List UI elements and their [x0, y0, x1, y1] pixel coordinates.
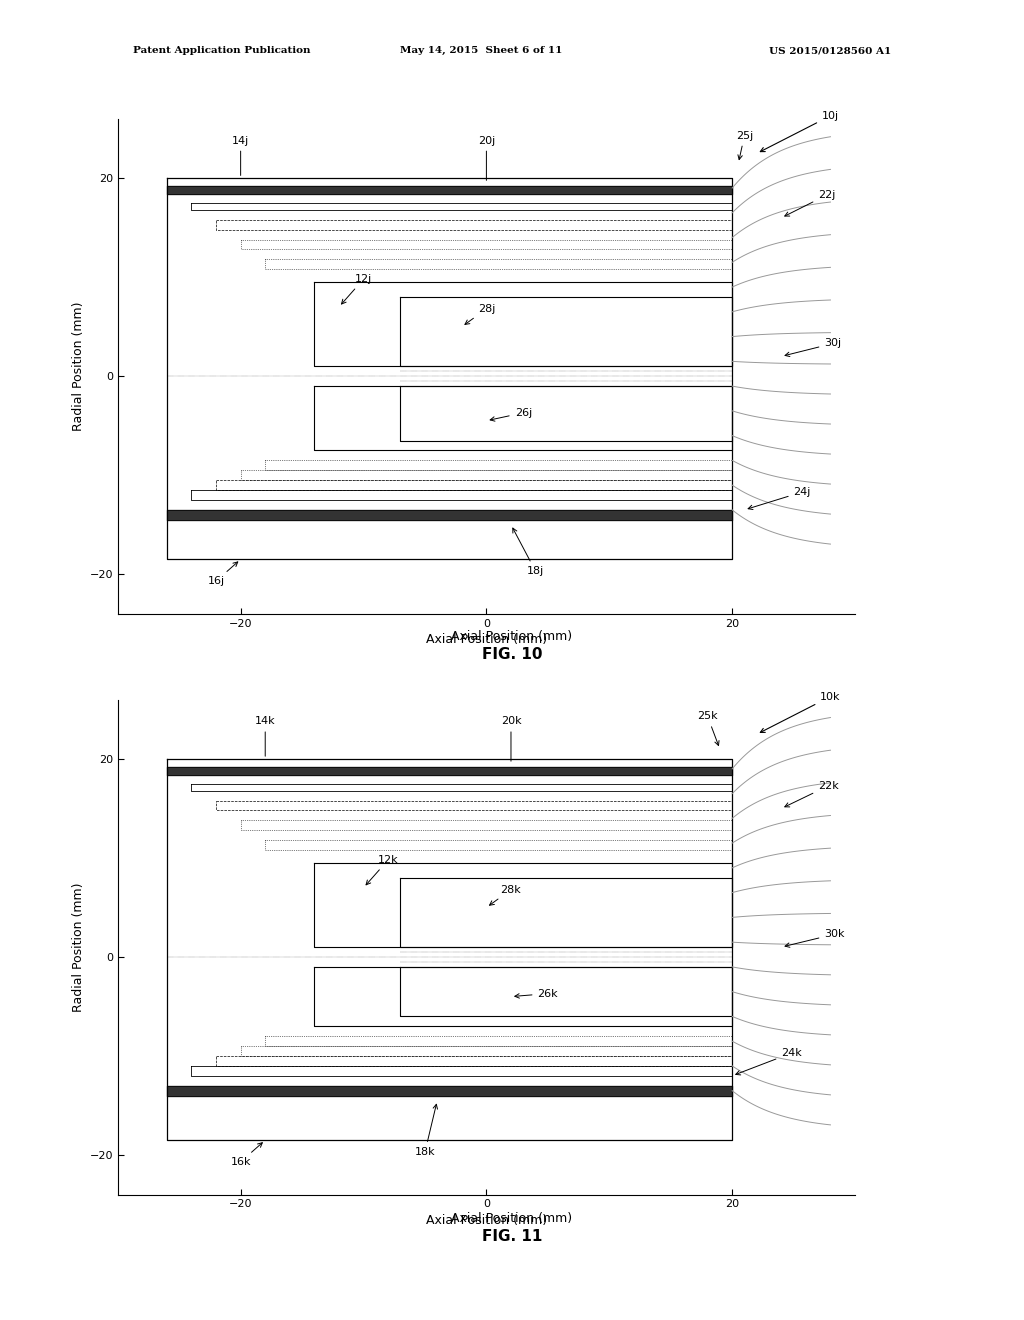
- Text: 14j: 14j: [232, 136, 249, 176]
- Text: May 14, 2015  Sheet 6 of 11: May 14, 2015 Sheet 6 of 11: [400, 46, 562, 55]
- Text: 20j: 20j: [478, 136, 495, 181]
- Text: 25j: 25j: [736, 131, 753, 160]
- Text: 30k: 30k: [785, 929, 845, 948]
- Text: 16k: 16k: [230, 1143, 262, 1167]
- Text: 22j: 22j: [784, 190, 836, 216]
- Text: 18j: 18j: [513, 528, 544, 577]
- Text: US 2015/0128560 A1: US 2015/0128560 A1: [769, 46, 891, 55]
- Y-axis label: Radial Position (mm): Radial Position (mm): [73, 882, 85, 1012]
- Text: 24k: 24k: [736, 1048, 802, 1074]
- Text: 10j: 10j: [760, 111, 839, 152]
- Text: 26k: 26k: [515, 989, 558, 999]
- Text: 18k: 18k: [415, 1105, 437, 1158]
- Text: 30j: 30j: [785, 338, 842, 356]
- Text: FIG. 10: FIG. 10: [481, 647, 543, 661]
- X-axis label: Axial Position (mm): Axial Position (mm): [426, 1213, 547, 1226]
- Text: Axial Position (mm): Axial Position (mm): [452, 630, 572, 643]
- Text: 28k: 28k: [489, 884, 521, 906]
- Text: 28j: 28j: [465, 304, 495, 325]
- Text: 26j: 26j: [490, 408, 531, 421]
- Text: 10k: 10k: [760, 692, 841, 733]
- Text: FIG. 11: FIG. 11: [482, 1229, 542, 1243]
- Text: 12j: 12j: [342, 275, 372, 304]
- Text: Axial Position (mm): Axial Position (mm): [452, 1212, 572, 1225]
- Text: 20k: 20k: [501, 717, 521, 762]
- Text: 12k: 12k: [367, 855, 398, 884]
- Text: 14k: 14k: [255, 717, 275, 756]
- Text: 22k: 22k: [784, 780, 839, 807]
- Text: 25k: 25k: [697, 711, 719, 746]
- X-axis label: Axial Position (mm): Axial Position (mm): [426, 632, 547, 645]
- Y-axis label: Radial Position (mm): Radial Position (mm): [73, 301, 85, 432]
- Text: 24j: 24j: [749, 487, 811, 510]
- Text: Patent Application Publication: Patent Application Publication: [133, 46, 310, 55]
- Text: 16j: 16j: [208, 562, 238, 586]
